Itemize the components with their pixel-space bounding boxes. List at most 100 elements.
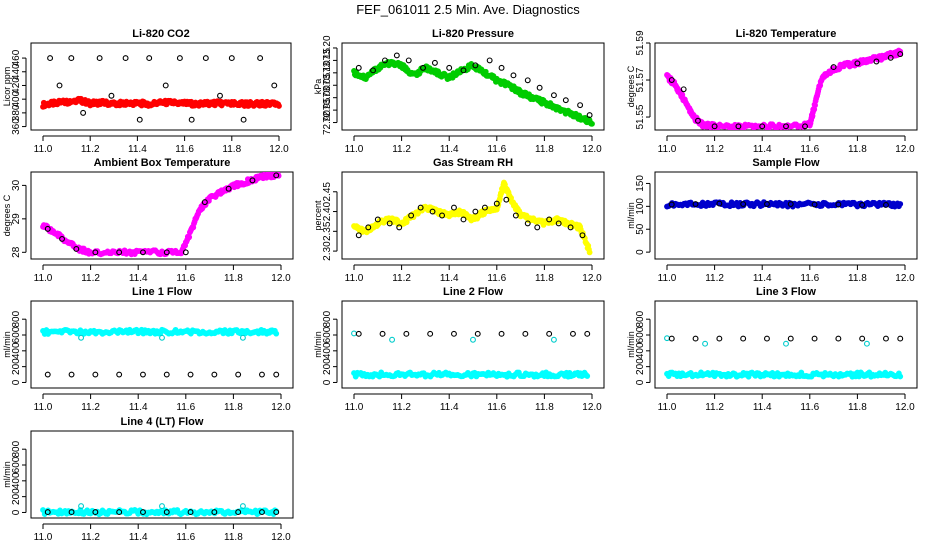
data-point: [759, 123, 766, 130]
data-point: [460, 67, 467, 74]
data-point: [711, 123, 718, 130]
y-axis-label: ml/min: [626, 202, 636, 229]
data-point: [859, 202, 866, 208]
data-point: [259, 509, 265, 516]
data-point: [429, 208, 436, 215]
plot-frame: [30, 300, 294, 389]
plot-area: [664, 335, 904, 380]
x-tick-label: 11.4: [753, 144, 772, 155]
data-point: [249, 177, 256, 184]
y-axis-label: percent: [313, 200, 323, 231]
data-point: [365, 224, 372, 231]
x-tick-label: 11.4: [128, 144, 147, 155]
data-point: [498, 64, 505, 71]
data-point: [116, 509, 123, 516]
data-point: [47, 55, 54, 62]
x-tick-label: 11.4: [440, 402, 459, 413]
data-point: [897, 51, 904, 58]
x-tick-label: 11.4: [129, 273, 148, 284]
x-tick-label: 11.4: [440, 273, 459, 284]
data-point: [96, 55, 103, 62]
y-tick-label: 51.55: [635, 104, 646, 129]
panel-title: Li-820 CO2: [132, 28, 189, 40]
data-point: [389, 336, 396, 343]
data-point: [735, 123, 742, 130]
x-tick-label: 11.2: [81, 532, 100, 540]
x-tick-label: 11.0: [658, 144, 677, 155]
plot-area: [351, 52, 595, 127]
x-tick-label: 11.8: [535, 402, 554, 413]
x-tick-label: 11.6: [176, 273, 195, 284]
data-point: [546, 330, 553, 337]
data-point: [897, 373, 904, 380]
x-tick-label: 11.2: [81, 402, 100, 413]
data-point: [188, 116, 195, 123]
data-point: [897, 201, 904, 207]
data-point: [783, 123, 789, 130]
panel-pressure: Li-820 Pressure kPa 11.0 11.2 11.4 11.6 11.8 12…: [313, 28, 605, 155]
x-tick-label: 11.8: [848, 402, 867, 413]
data-point: [863, 340, 870, 347]
data-point: [470, 336, 476, 343]
plot-area: [40, 326, 280, 378]
x-tick-label: 11.6: [487, 402, 506, 413]
panel-title: Gas Stream RH: [433, 157, 513, 169]
x-tick-label: 12.0: [895, 273, 915, 284]
y-tick-label: 51.59: [635, 30, 646, 55]
data-point: [579, 232, 586, 239]
data-point: [668, 77, 675, 83]
x-tick-label: 11.6: [800, 402, 819, 413]
data-point: [584, 330, 591, 337]
data-point: [472, 62, 479, 69]
data-point: [257, 55, 264, 62]
data-point: [276, 103, 282, 109]
x-tick-label: 11.2: [81, 273, 100, 284]
data-point: [355, 232, 362, 239]
x-tick-label: 11.6: [176, 402, 195, 413]
x-tick-label: 11.0: [34, 402, 53, 413]
panel-sample: Sample Flow ml/min 11.0 11.2 11.4 11.6 11.8 12.…: [626, 157, 918, 284]
x-tick-label: 11.0: [345, 402, 364, 413]
data-point: [56, 82, 63, 89]
x-tick-label: 12.0: [582, 273, 602, 284]
data-point: [859, 335, 866, 342]
panel-rh: Gas Stream RH percent 11.0 11.2 11.4 11.6 11.8…: [313, 157, 605, 284]
data-point: [240, 116, 247, 123]
data-point: [680, 86, 687, 93]
data-point: [370, 67, 376, 74]
data-point: [225, 185, 232, 192]
y-tick-label: 0: [11, 379, 22, 385]
panel-line1: Line 1 Flow ml/min 11.0 11.2 11.4 11.6 11.8 12.…: [2, 286, 294, 413]
panel-title: Li-820 Temperature: [736, 28, 837, 40]
data-point: [273, 371, 280, 378]
panel-co2: Li-820 CO2 Licor ppm 11.0 11.2 11.4 11.6 11.8 1…: [2, 28, 292, 155]
x-tick-label: 11.4: [129, 402, 148, 413]
x-tick-label: 11.0: [34, 273, 53, 284]
data-point: [403, 330, 410, 337]
y-tick-label: 73.00: [322, 85, 333, 110]
x-tick-label: 11.6: [176, 532, 195, 540]
data-point: [446, 64, 453, 71]
panel-title: Li-820 Pressure: [432, 28, 514, 40]
data-point: [92, 371, 99, 378]
data-point: [273, 172, 280, 179]
x-tick-label: 11.2: [392, 402, 411, 413]
data-point: [163, 509, 170, 516]
panel-ambient: Ambient Box Temperature degrees C 11.0 11.2…: [2, 157, 294, 284]
data-point: [486, 57, 493, 64]
data-point: [78, 503, 85, 510]
data-point: [493, 200, 500, 207]
data-point: [584, 373, 591, 379]
data-point: [550, 92, 557, 99]
data-point: [140, 371, 146, 378]
data-point: [472, 208, 479, 215]
data-point: [239, 334, 246, 341]
y-axis-label: ml/min: [626, 331, 636, 358]
x-tick-label: 11.6: [800, 144, 819, 155]
y-tick-label: 200: [11, 358, 22, 375]
plot-area: [40, 172, 282, 258]
data-point: [586, 112, 593, 119]
data-point: [811, 335, 818, 342]
y-tick-label: 400: [11, 90, 22, 107]
x-tick-label: 12.0: [269, 144, 289, 155]
